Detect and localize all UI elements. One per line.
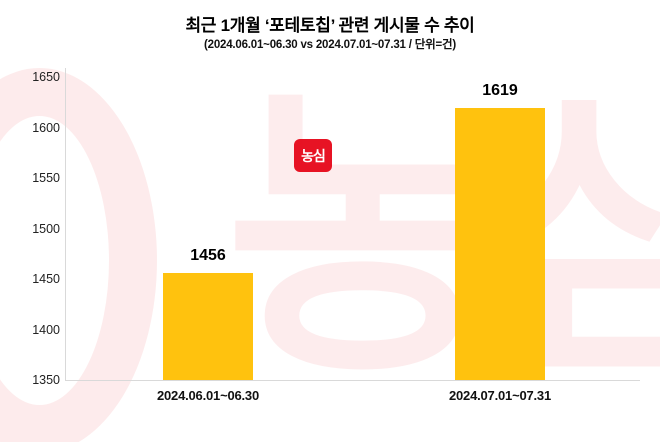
bar-1 <box>163 272 253 380</box>
chart-subtitle: (2024.06.01~06.30 vs 2024.07.01~07.31 / … <box>204 39 456 51</box>
y-axis-tick-label: 1650 <box>32 70 60 84</box>
bar-2 <box>455 108 545 380</box>
y-axis-tick-label: 1600 <box>32 120 60 135</box>
x-axis-line <box>65 380 640 381</box>
y-axis-line <box>65 68 66 380</box>
y-axis-tick-label: 1550 <box>32 171 60 185</box>
nongshim-text-watermark: 농심 <box>225 70 660 406</box>
nongshim-logo-badge: 농심 <box>294 139 332 172</box>
y-axis-tick-label: 1500 <box>32 221 60 236</box>
bar-value-label: 1456 <box>190 246 226 264</box>
y-axis-tick-label: 1450 <box>32 272 60 286</box>
x-axis-category-label: 2024.06.01~06.30 <box>157 388 259 403</box>
y-axis-tick-label: 1400 <box>32 322 60 337</box>
chart-title: 최근 1개월 ‘포테토칩’ 관련 게시물 수 추이 <box>185 16 475 35</box>
y-axis-tick-label: 1350 <box>32 373 60 387</box>
bar-value-label: 1619 <box>482 82 518 100</box>
x-axis-category-label: 2024.07.01~07.31 <box>449 388 551 403</box>
